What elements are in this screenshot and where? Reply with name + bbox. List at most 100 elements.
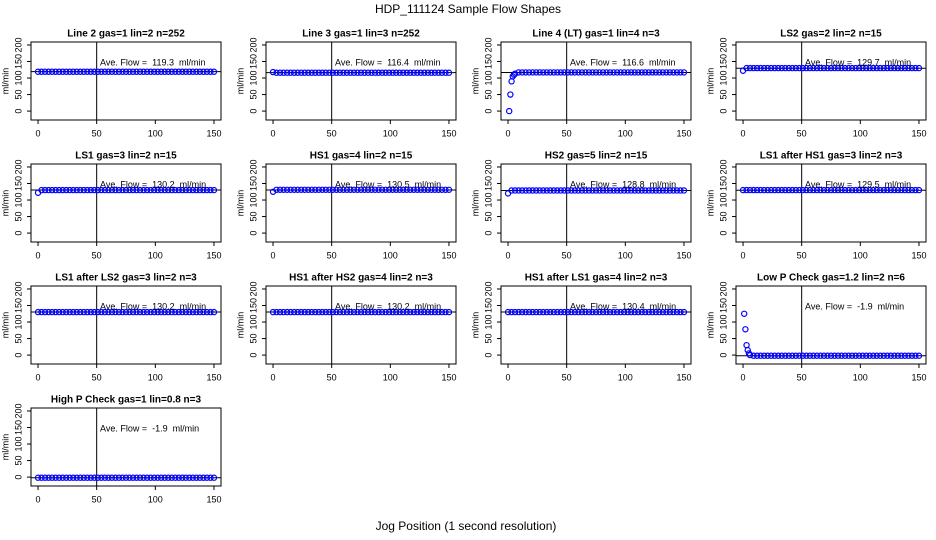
data-point bbox=[670, 69, 677, 76]
data-point bbox=[852, 64, 859, 72]
data-point bbox=[403, 186, 410, 193]
data-point bbox=[620, 187, 628, 194]
data-point bbox=[554, 187, 561, 194]
x-tick-label: 0 bbox=[36, 372, 41, 382]
data-point bbox=[511, 70, 519, 77]
data-point bbox=[680, 187, 688, 194]
data-point bbox=[392, 69, 400, 76]
data-point bbox=[803, 186, 810, 194]
data-point bbox=[308, 186, 315, 193]
data-point bbox=[396, 69, 403, 76]
data-point bbox=[189, 308, 197, 316]
data-point bbox=[273, 308, 280, 316]
data-point bbox=[525, 187, 533, 194]
data-point bbox=[45, 68, 52, 75]
data-point bbox=[585, 69, 593, 76]
data-point bbox=[515, 69, 522, 76]
data-point bbox=[645, 69, 652, 76]
data-point bbox=[165, 474, 172, 481]
data-point bbox=[578, 187, 586, 194]
x-tick-label: 0 bbox=[741, 250, 746, 260]
data-point bbox=[855, 64, 863, 72]
data-point bbox=[312, 186, 319, 193]
data-point bbox=[126, 308, 133, 316]
x-tick-label: 0 bbox=[36, 128, 41, 138]
x-tick-label: 100 bbox=[618, 128, 633, 138]
data-point bbox=[898, 186, 905, 194]
data-point bbox=[368, 69, 375, 76]
data-point bbox=[203, 186, 211, 194]
x-tick-label: 150 bbox=[441, 250, 456, 260]
plot-box bbox=[500, 285, 692, 365]
data-point bbox=[592, 69, 600, 76]
data-point bbox=[70, 186, 77, 194]
data-point bbox=[428, 186, 435, 193]
data-point bbox=[782, 186, 789, 194]
x-tick-label: 100 bbox=[383, 372, 398, 382]
data-point bbox=[200, 474, 207, 481]
data-point bbox=[845, 186, 852, 194]
data-point bbox=[179, 186, 186, 194]
data-point bbox=[767, 64, 775, 72]
data-point bbox=[827, 64, 835, 72]
data-point bbox=[179, 68, 186, 75]
x-tick-label: 150 bbox=[911, 372, 926, 382]
y-tick-label: 50 bbox=[13, 456, 23, 466]
data-point bbox=[834, 64, 842, 72]
data-point bbox=[431, 186, 439, 193]
x-tick-label: 50 bbox=[562, 250, 572, 260]
y-tick-label: 0 bbox=[718, 231, 728, 236]
y-tick-label: 150 bbox=[718, 176, 728, 191]
data-point bbox=[147, 68, 154, 75]
x-tick-label: 150 bbox=[911, 250, 926, 260]
y-axis-label: ml/min bbox=[235, 68, 245, 95]
data-point bbox=[62, 186, 70, 194]
plot-box bbox=[30, 163, 222, 243]
data-point bbox=[506, 107, 513, 115]
y-tick-label: 100 bbox=[13, 437, 23, 452]
data-point bbox=[901, 186, 909, 194]
data-point bbox=[442, 186, 449, 193]
data-point bbox=[319, 69, 326, 76]
annotation: Ave. Flow = 119.3 ml/min bbox=[100, 57, 205, 67]
data-point bbox=[375, 69, 382, 76]
plot-box bbox=[30, 41, 222, 121]
data-point bbox=[273, 186, 280, 193]
x-tick-label: 50 bbox=[327, 372, 337, 382]
x-tick-label: 0 bbox=[741, 128, 746, 138]
data-point bbox=[431, 69, 439, 76]
data-point bbox=[884, 186, 891, 194]
data-point bbox=[273, 69, 280, 76]
data-point bbox=[182, 474, 190, 481]
y-tick-label: 150 bbox=[248, 54, 258, 69]
data-point bbox=[585, 308, 593, 316]
y-tick-label: 100 bbox=[718, 315, 728, 330]
data-point bbox=[371, 69, 379, 76]
data-point bbox=[62, 68, 70, 75]
y-tick-label: 100 bbox=[248, 71, 258, 86]
data-point bbox=[385, 69, 393, 76]
data-point bbox=[673, 69, 681, 76]
data-point bbox=[561, 69, 568, 76]
annotation: Ave. Flow = 116.6 ml/min bbox=[570, 57, 675, 67]
data-point bbox=[568, 187, 575, 194]
x-tick-label: 150 bbox=[676, 128, 691, 138]
data-point bbox=[550, 308, 557, 316]
data-point bbox=[333, 308, 340, 316]
data-point bbox=[870, 64, 877, 72]
data-point bbox=[417, 69, 425, 76]
data-point bbox=[66, 68, 73, 75]
data-point bbox=[140, 186, 147, 194]
data-point bbox=[518, 187, 526, 194]
x-tick-label: 0 bbox=[271, 250, 276, 260]
data-point bbox=[589, 187, 596, 194]
data-point bbox=[663, 187, 670, 194]
data-point bbox=[157, 68, 165, 75]
data-point bbox=[126, 68, 133, 75]
data-point bbox=[161, 308, 168, 316]
data-point bbox=[884, 352, 891, 359]
data-point bbox=[827, 186, 835, 194]
data-point bbox=[522, 308, 529, 316]
y-tick-label: 0 bbox=[483, 231, 493, 236]
